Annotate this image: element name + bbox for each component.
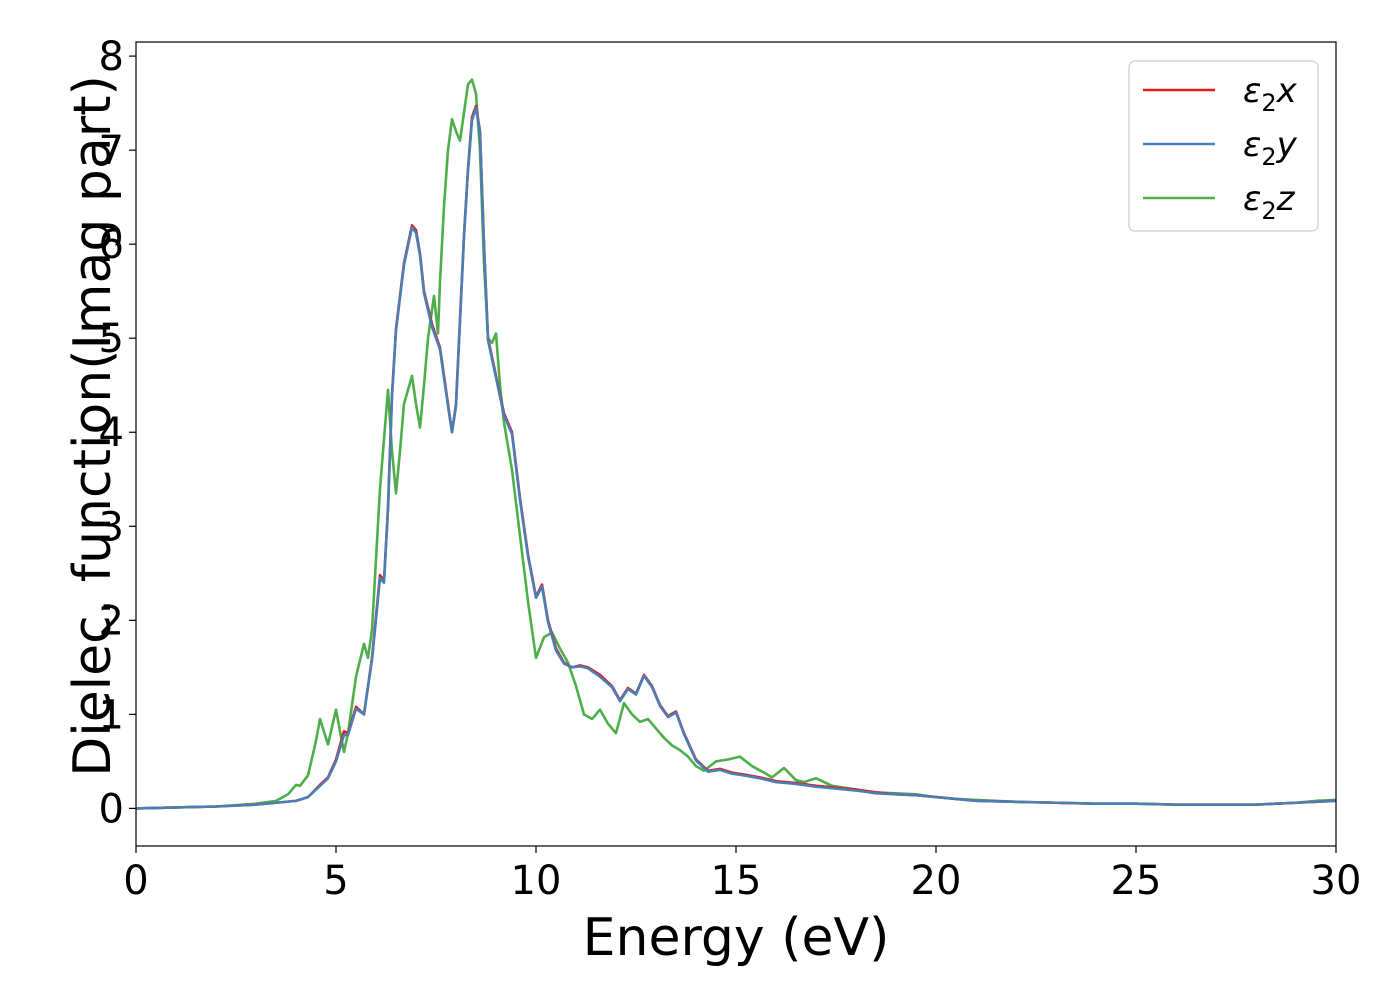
y-tick-label: 1 <box>99 692 124 738</box>
x-tick-label: 20 <box>911 858 962 904</box>
x-tick-label: 10 <box>511 858 562 904</box>
y-tick-label: 2 <box>99 598 124 644</box>
y-tick-label: 5 <box>99 316 124 362</box>
series-line-y <box>136 106 1336 810</box>
x-tick-label: 0 <box>123 858 148 904</box>
y-tick-label: 7 <box>99 128 124 174</box>
y-axis-title: Dielec. function(Imag part) <box>63 75 123 777</box>
y-tick-label: 8 <box>99 34 124 80</box>
y-tick-label: 6 <box>99 222 124 268</box>
legend-label-x: ε2x <box>1243 71 1298 117</box>
y-axis-ticks: 0 1 2 3 4 5 6 7 8 <box>99 34 136 832</box>
legend-label-z: ε2z <box>1243 179 1296 225</box>
y-tick-label: 3 <box>99 504 124 550</box>
legend: ε2x ε2y ε2z <box>1128 60 1319 232</box>
x-tick-label: 25 <box>1111 858 1162 904</box>
legend-label-y: ε2y <box>1243 125 1298 171</box>
y-tick-label: 4 <box>99 410 124 456</box>
legend-box <box>1128 60 1319 232</box>
x-tick-label: 5 <box>323 858 348 904</box>
x-tick-label: 30 <box>1311 858 1362 904</box>
y-tick-label: 0 <box>99 786 124 832</box>
x-axis-ticks: 0 5 10 15 20 25 30 <box>123 846 1361 904</box>
series-layer <box>136 78 1336 810</box>
x-tick-label: 15 <box>711 858 762 904</box>
x-axis-title: Energy (eV) <box>583 908 890 968</box>
